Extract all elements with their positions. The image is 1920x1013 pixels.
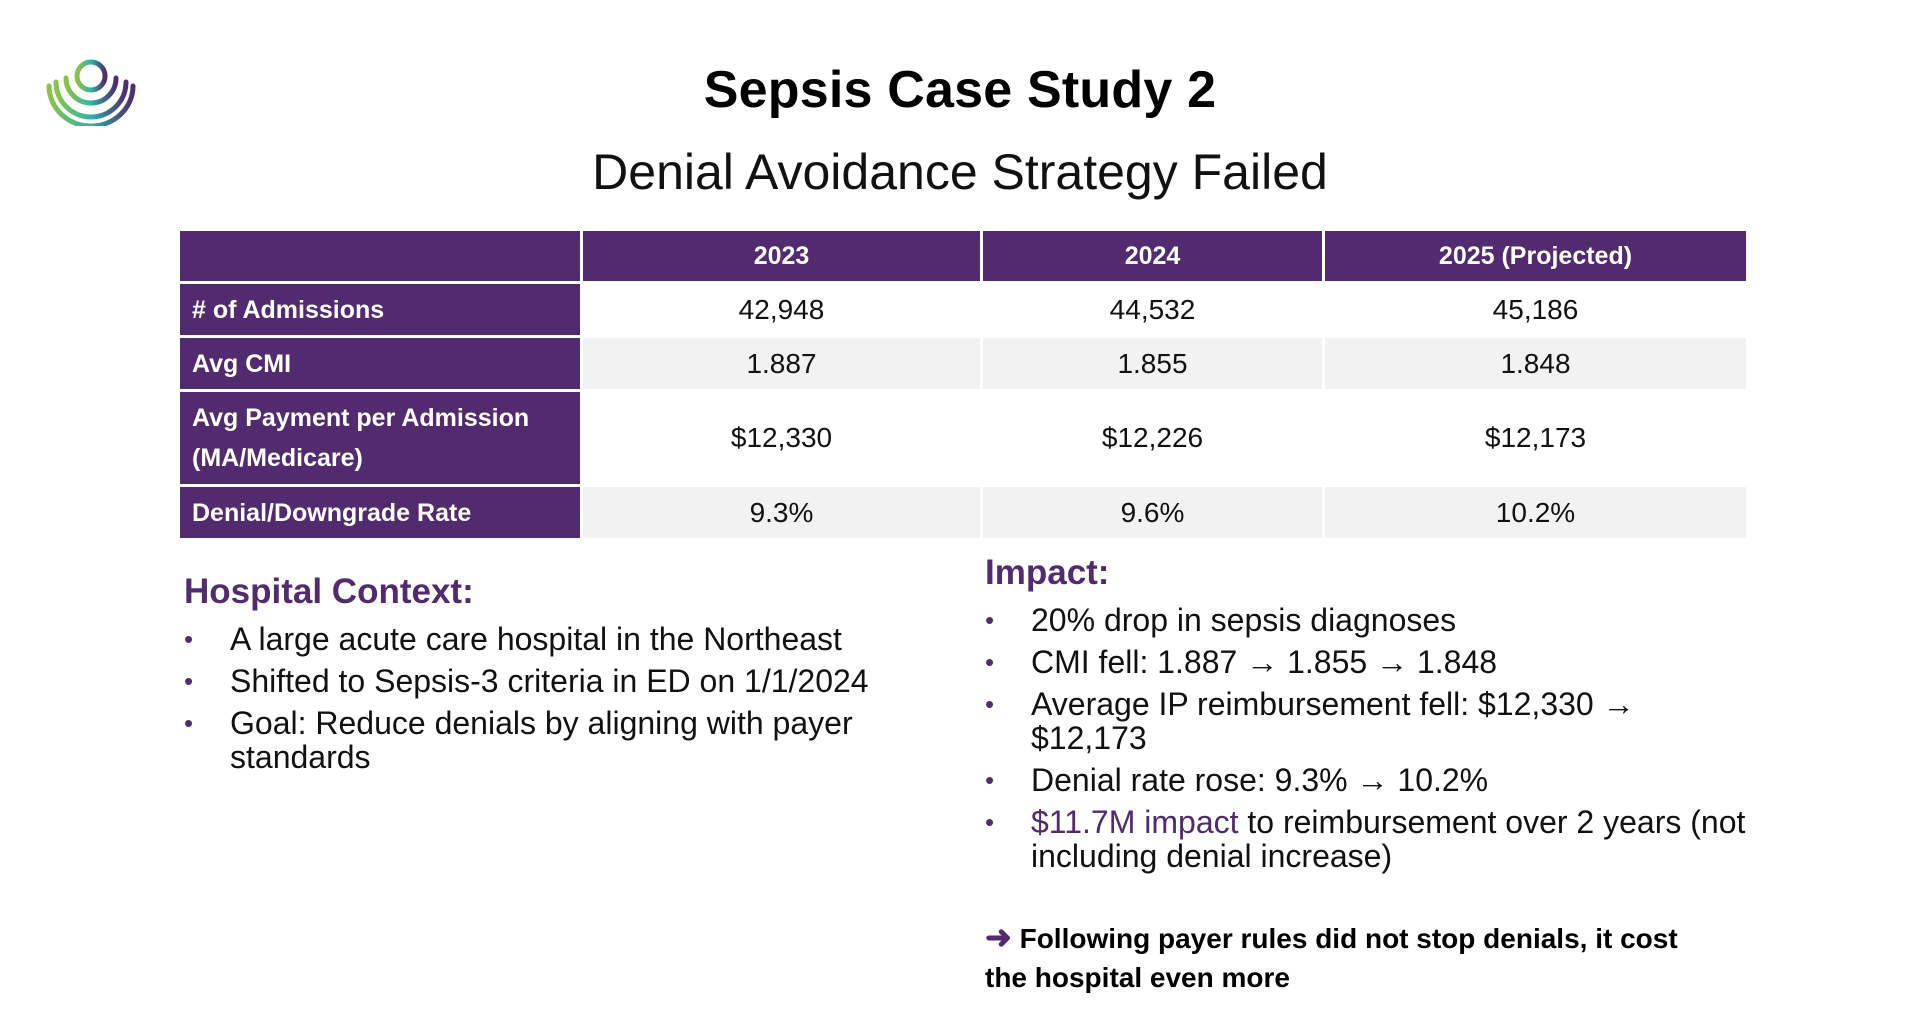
table-row: Avg CMI 1.887 1.855 1.848 xyxy=(180,338,1746,389)
row-label: Avg CMI xyxy=(180,338,580,389)
table-cell: $12,330 xyxy=(583,392,980,484)
list-item: • A large acute care hospital in the Nort… xyxy=(184,621,842,657)
list-item: • Goal: Reduce denials by aligning with p… xyxy=(184,705,853,775)
slide-subtitle: Denial Avoidance Strategy Failed xyxy=(592,144,1328,200)
list-item: • Average IP reimbursement fell: $12,330 … xyxy=(985,686,1635,756)
table-header-cell: 2024 xyxy=(983,231,1322,281)
table-cell: 1.855 xyxy=(983,338,1322,389)
bullet-dot-icon: • xyxy=(184,624,194,654)
table-header-cell xyxy=(180,231,580,281)
list-item: • $11.7M impact to reimbursement over 2 y… xyxy=(985,804,1746,874)
list-item: • Shifted to Sepsis-3 criteria in ED on 1… xyxy=(184,663,869,699)
row-label-line: Avg Payment per Admission xyxy=(192,404,530,432)
table-header-cell: 2025 (Projected) xyxy=(1325,231,1746,281)
impact-highlight: $11.7M impact xyxy=(1031,804,1239,840)
table-cell: 45,186 xyxy=(1325,284,1746,335)
conclusion-text: ➜ Following payer rules did not stop den… xyxy=(985,919,1678,993)
table-cell: 42,948 xyxy=(583,284,980,335)
table-row: Denial/Downgrade Rate 9.3% 9.6% 10.2% xyxy=(180,487,1746,538)
list-item: • CMI fell: 1.887 → 1.855 → 1.848 xyxy=(985,644,1498,680)
table-cell: 44,532 xyxy=(983,284,1322,335)
table-cell: $12,173 xyxy=(1325,392,1746,484)
arrow-right-icon: ➜ xyxy=(985,919,1012,955)
impact-list: • 20% drop in sepsis diagnoses • CMI fell:… xyxy=(985,603,1745,881)
context-heading: Hospital Context: xyxy=(184,572,474,611)
bullet-dot-icon: • xyxy=(184,708,194,738)
data-table: 2023 2024 2025 (Projected) # of Admissio… xyxy=(177,228,1749,541)
impact-heading: Impact: xyxy=(985,553,1110,592)
table-cell: 10.2% xyxy=(1325,487,1746,538)
table-row: # of Admissions 42,948 44,532 45,186 xyxy=(180,284,1746,335)
table-header-row: 2023 2024 2025 (Projected) xyxy=(180,231,1746,281)
row-label: Avg Payment per Admission (MA/Medicare) xyxy=(180,392,580,484)
row-label: # of Admissions xyxy=(180,284,580,335)
table-cell: 9.6% xyxy=(983,487,1322,538)
table-cell: $12,226 xyxy=(983,392,1322,484)
company-logo-icon xyxy=(46,59,136,126)
table-cell: 1.848 xyxy=(1325,338,1746,389)
bullet-dot-icon: • xyxy=(985,605,995,635)
row-label: Denial/Downgrade Rate xyxy=(180,487,580,538)
table-cell: 9.3% xyxy=(583,487,980,538)
bullet-dot-icon: • xyxy=(985,765,995,795)
table-cell: 1.887 xyxy=(583,338,980,389)
bullet-dot-icon: • xyxy=(985,807,995,837)
slide-title: Sepsis Case Study 2 xyxy=(703,61,1217,119)
row-label-line: (MA/Medicare) xyxy=(192,444,363,472)
bullet-dot-icon: • xyxy=(184,666,194,696)
table-header-cell: 2023 xyxy=(583,231,980,281)
context-list: • A large acute care hospital in the Nort… xyxy=(184,622,944,782)
bullet-dot-icon: • xyxy=(985,647,995,677)
bullet-dot-icon: • xyxy=(985,689,995,719)
table-row: Avg Payment per Admission (MA/Medicare) … xyxy=(180,392,1746,484)
list-item: • Denial rate rose: 9.3% → 10.2% xyxy=(985,762,1489,798)
list-item: • 20% drop in sepsis diagnoses xyxy=(985,602,1457,638)
